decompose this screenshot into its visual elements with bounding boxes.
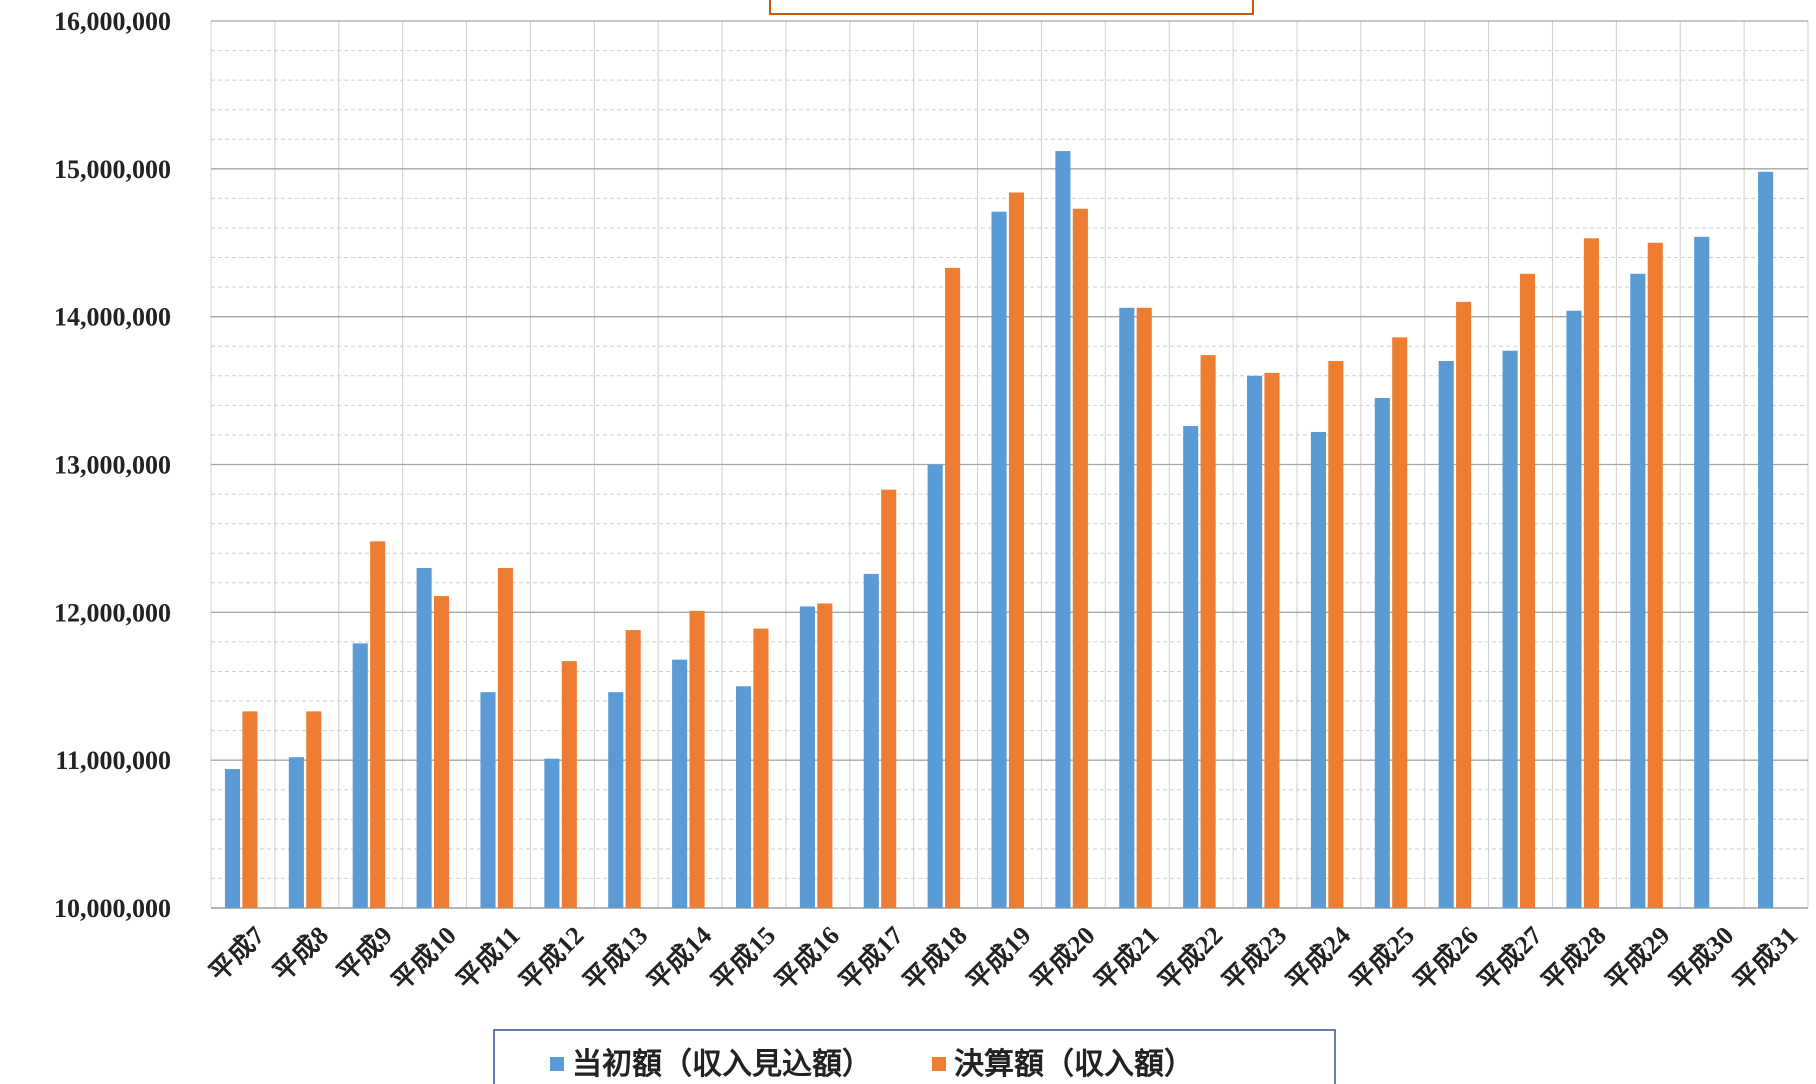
x-tick-label: 平成31 bbox=[1728, 921, 1804, 997]
y-tick-label: 10,000,000 bbox=[54, 894, 171, 923]
bar bbox=[370, 541, 386, 908]
bar bbox=[1264, 372, 1280, 908]
title-box bbox=[769, 0, 1254, 15]
x-tick-label: 平成29 bbox=[1600, 921, 1676, 997]
bar bbox=[224, 769, 241, 908]
y-tick-label: 13,000,000 bbox=[54, 451, 171, 480]
x-tick-label: 平成17 bbox=[833, 921, 909, 997]
x-tick-label: 平成25 bbox=[1344, 921, 1420, 997]
legend-label: 当初額（収入見込額） bbox=[572, 1047, 872, 1081]
bar bbox=[433, 596, 450, 908]
bar bbox=[497, 567, 513, 908]
bar bbox=[1200, 355, 1216, 908]
y-tick-label: 14,000,000 bbox=[54, 303, 171, 332]
legend-swatch bbox=[932, 1057, 946, 1071]
x-tick-label: 平成15 bbox=[706, 921, 782, 997]
x-tick-label: 平成28 bbox=[1536, 921, 1612, 997]
bar bbox=[1328, 361, 1344, 908]
bar bbox=[881, 489, 897, 908]
legend-swatch bbox=[550, 1057, 564, 1071]
bar bbox=[799, 606, 815, 908]
x-tick-label: 平成7 bbox=[204, 921, 270, 987]
bar bbox=[1136, 307, 1152, 909]
bar bbox=[1502, 350, 1518, 908]
bar bbox=[945, 267, 961, 908]
bar bbox=[689, 610, 705, 908]
x-tick-label: 平成21 bbox=[1089, 921, 1165, 997]
x-tick-label: 平成13 bbox=[578, 921, 654, 997]
y-tick-label: 11,000,000 bbox=[55, 746, 171, 775]
bar bbox=[1072, 208, 1088, 908]
bar bbox=[352, 643, 368, 908]
bar bbox=[1630, 273, 1646, 908]
x-tick-label: 平成27 bbox=[1472, 921, 1548, 997]
x-tick-label: 平成24 bbox=[1280, 921, 1356, 997]
bar bbox=[1310, 431, 1326, 908]
bar bbox=[817, 603, 833, 908]
x-tick-label: 平成16 bbox=[769, 921, 845, 997]
x-tick-label: 平成11 bbox=[451, 921, 526, 996]
bar bbox=[242, 711, 258, 908]
bar bbox=[991, 211, 1007, 908]
bar bbox=[480, 692, 496, 908]
bar bbox=[625, 630, 641, 908]
x-tick-label: 平成8 bbox=[268, 921, 334, 987]
bar bbox=[544, 758, 560, 908]
bar bbox=[1758, 171, 1774, 909]
bar bbox=[1008, 192, 1025, 908]
bar bbox=[1519, 273, 1536, 908]
bar bbox=[672, 659, 688, 908]
bar bbox=[1183, 426, 1199, 908]
bar bbox=[863, 573, 879, 908]
x-tick-label: 平成30 bbox=[1664, 921, 1740, 997]
bar bbox=[735, 686, 752, 908]
bar bbox=[306, 711, 322, 908]
bar bbox=[1647, 242, 1663, 908]
legend-label: 決算額（収入額） bbox=[954, 1047, 1194, 1081]
bar bbox=[1392, 337, 1408, 908]
x-tick-label: 平成18 bbox=[897, 921, 973, 997]
bar bbox=[927, 464, 943, 908]
x-tick-label: 平成20 bbox=[1025, 921, 1101, 997]
bar bbox=[1583, 238, 1599, 908]
y-tick-label: 15,000,000 bbox=[54, 155, 171, 184]
legend-box bbox=[493, 1029, 1336, 1084]
bar bbox=[1374, 397, 1390, 908]
x-tick-label: 平成12 bbox=[514, 921, 590, 997]
bar bbox=[288, 757, 304, 908]
y-tick-label: 16,000,000 bbox=[54, 7, 171, 36]
x-tick-label: 平成10 bbox=[386, 921, 462, 997]
bar bbox=[1694, 236, 1710, 908]
x-tick-label: 平成22 bbox=[1153, 921, 1229, 997]
bar bbox=[1119, 307, 1135, 909]
x-tick-label: 平成26 bbox=[1408, 921, 1484, 997]
bar bbox=[1456, 301, 1472, 909]
x-tick-label: 平成14 bbox=[642, 921, 718, 997]
bar bbox=[1566, 310, 1582, 909]
bar bbox=[1247, 375, 1263, 908]
x-tick-label: 平成23 bbox=[1217, 921, 1293, 997]
bar bbox=[1438, 361, 1454, 908]
bar bbox=[561, 661, 577, 908]
bar bbox=[1055, 151, 1071, 909]
bar bbox=[753, 628, 769, 908]
bar bbox=[608, 692, 624, 908]
x-tick-label: 平成19 bbox=[961, 921, 1037, 997]
y-tick-label: 12,000,000 bbox=[54, 598, 171, 627]
bar bbox=[416, 567, 432, 908]
